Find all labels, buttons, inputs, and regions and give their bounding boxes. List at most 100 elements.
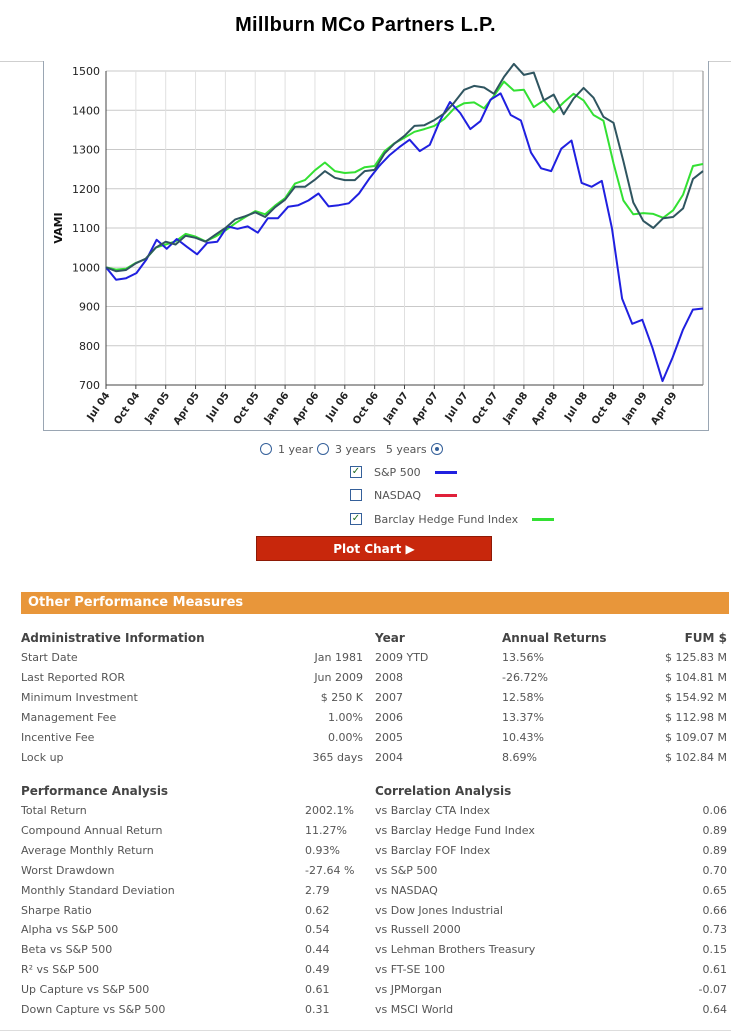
nasdaq-label: NASDAQ: [374, 488, 422, 502]
series-line-1: [105, 92, 704, 383]
admin-value: 365 days: [312, 751, 363, 764]
radio-3-years[interactable]: [317, 443, 330, 455]
y-tick-label: 1200: [72, 183, 100, 196]
admin-label: Lock up: [21, 751, 64, 764]
annual-year: 2009 YTD: [375, 651, 429, 664]
admin-label: Last Reported ROR: [21, 671, 126, 684]
admin-value: 0.00%: [328, 731, 363, 744]
performance-value: 2002.1%: [305, 804, 354, 817]
sp500-label: S&P 500: [374, 465, 421, 479]
annual-return: 13.56%: [502, 651, 544, 664]
correlation-value: 0.89: [702, 824, 728, 837]
correlation-label: vs Russell 2000: [375, 923, 461, 936]
performance-label: Down Capture vs S&P 500: [21, 1003, 166, 1016]
sp500-checkbox[interactable]: ✓: [350, 466, 362, 478]
annual-year: 2008: [375, 671, 403, 684]
admin-value: Jun 2009: [314, 671, 363, 684]
performance-label: Beta vs S&P 500: [21, 943, 113, 956]
admin-value: $ 250 K: [320, 691, 363, 704]
performance-value: -27.64 %: [305, 864, 355, 877]
y-tick-label: 700: [79, 379, 100, 392]
chart-container: 700 800 900 1000 1100 1200 1300 1400 1500 Jul 04 O…: [43, 61, 709, 431]
annual-return: 10.43%: [502, 731, 544, 744]
performance-label: Alpha vs S&P 500: [21, 923, 119, 936]
annual-fum: $ 154.92 M: [665, 691, 727, 704]
barclay-checkbox[interactable]: ✓: [350, 513, 362, 525]
admin-value: 1.00%: [328, 711, 363, 724]
performance-label: Compound Annual Return: [21, 824, 163, 837]
correlation-label: vs FT-SE 100: [375, 963, 445, 976]
annual-fum: $ 104.81 M: [665, 671, 727, 684]
section-title: Other Performance Measures: [21, 592, 729, 614]
radio-5-years-label: 5 years: [385, 442, 427, 456]
correlation-value: 0.64: [702, 1003, 728, 1016]
annual-return: 12.58%: [502, 691, 544, 704]
performance-value: 0.62: [305, 904, 330, 917]
footer-divider: [0, 1030, 731, 1031]
performance-value: 0.44: [305, 943, 330, 956]
annual-fum: $ 125.83 M: [665, 651, 727, 664]
annual-return: 8.69%: [502, 751, 537, 764]
annual-fum: $ 109.07 M: [665, 731, 727, 744]
benchmark-sp500: ✓ S&P 500: [350, 464, 457, 480]
y-tick-label: 900: [79, 301, 100, 314]
year-header: Year: [375, 631, 405, 645]
correlation-header: Correlation Analysis: [375, 784, 512, 798]
performance-value: 0.61: [305, 983, 330, 996]
radio-1-year-label: 1 year: [278, 442, 314, 456]
radio-3-years-label: 3 years: [335, 442, 376, 456]
correlation-label: vs Barclay Hedge Fund Index: [375, 824, 535, 837]
correlation-value: 0.66: [702, 904, 728, 917]
admin-label: Minimum Investment: [21, 691, 138, 704]
radio-5-years[interactable]: [430, 443, 443, 455]
benchmark-barclay: ✓ Barclay Hedge Fund Index: [350, 511, 555, 527]
sp500-legend-swatch: [434, 470, 457, 474]
correlation-label: vs Barclay CTA Index: [375, 804, 491, 817]
y-tick-label: 1500: [72, 65, 100, 78]
correlation-label: vs Lehman Brothers Treasury: [375, 943, 536, 956]
y-tick-label: 1400: [72, 104, 100, 117]
series-line-0: [105, 62, 704, 273]
correlation-value: 0.65: [702, 884, 728, 897]
y-tick-label: 1100: [72, 222, 100, 235]
correlation-label: vs MSCI World: [375, 1003, 454, 1016]
performance-label: R² vs S&P 500: [21, 963, 99, 976]
nasdaq-checkbox[interactable]: [350, 489, 362, 501]
plot-chart-button[interactable]: Plot Chart ▶: [256, 536, 492, 561]
correlation-value: -0.07: [698, 983, 727, 996]
annual-fum: $ 102.84 M: [665, 751, 727, 764]
performance-label: Monthly Standard Deviation: [21, 884, 175, 897]
annual-return: -26.72%: [502, 671, 548, 684]
performance-value: 0.93%: [305, 844, 340, 857]
correlation-value: 0.06: [702, 804, 728, 817]
performance-label: Total Return: [21, 804, 87, 817]
annual-year: 2006: [375, 711, 403, 724]
annual-returns-header: Annual Returns: [502, 631, 607, 645]
admin-label: Start Date: [21, 651, 78, 664]
correlation-label: vs S&P 500: [375, 864, 438, 877]
y-axis-label: VAMI: [52, 212, 65, 243]
admin-value: Jan 1981: [314, 651, 363, 664]
radio-1-year[interactable]: [260, 443, 272, 455]
period-radio-group: 1 year 3 years 5 years: [260, 440, 443, 458]
correlation-value: 0.61: [702, 963, 728, 976]
y-tick-label: 1000: [72, 261, 100, 274]
performance-value: 0.49: [305, 963, 330, 976]
annual-year: 2005: [375, 731, 403, 744]
correlation-label: vs NASDAQ: [375, 884, 438, 897]
correlation-value: 0.70: [702, 864, 728, 877]
performance-label: Average Monthly Return: [21, 844, 154, 857]
barclay-legend-swatch: [532, 517, 555, 521]
correlation-label: vs Dow Jones Industrial: [375, 904, 503, 917]
performance-value: 11.27%: [305, 824, 347, 837]
annual-year: 2004: [375, 751, 403, 764]
y-tick-label: 1300: [72, 144, 100, 157]
performance-label: Sharpe Ratio: [21, 904, 92, 917]
annual-return: 13.37%: [502, 711, 544, 724]
correlation-label: vs Barclay FOF Index: [375, 844, 491, 857]
performance-header: Performance Analysis: [21, 784, 169, 798]
performance-label: Worst Drawdown: [21, 864, 115, 877]
y-tick-label: 800: [79, 340, 100, 353]
